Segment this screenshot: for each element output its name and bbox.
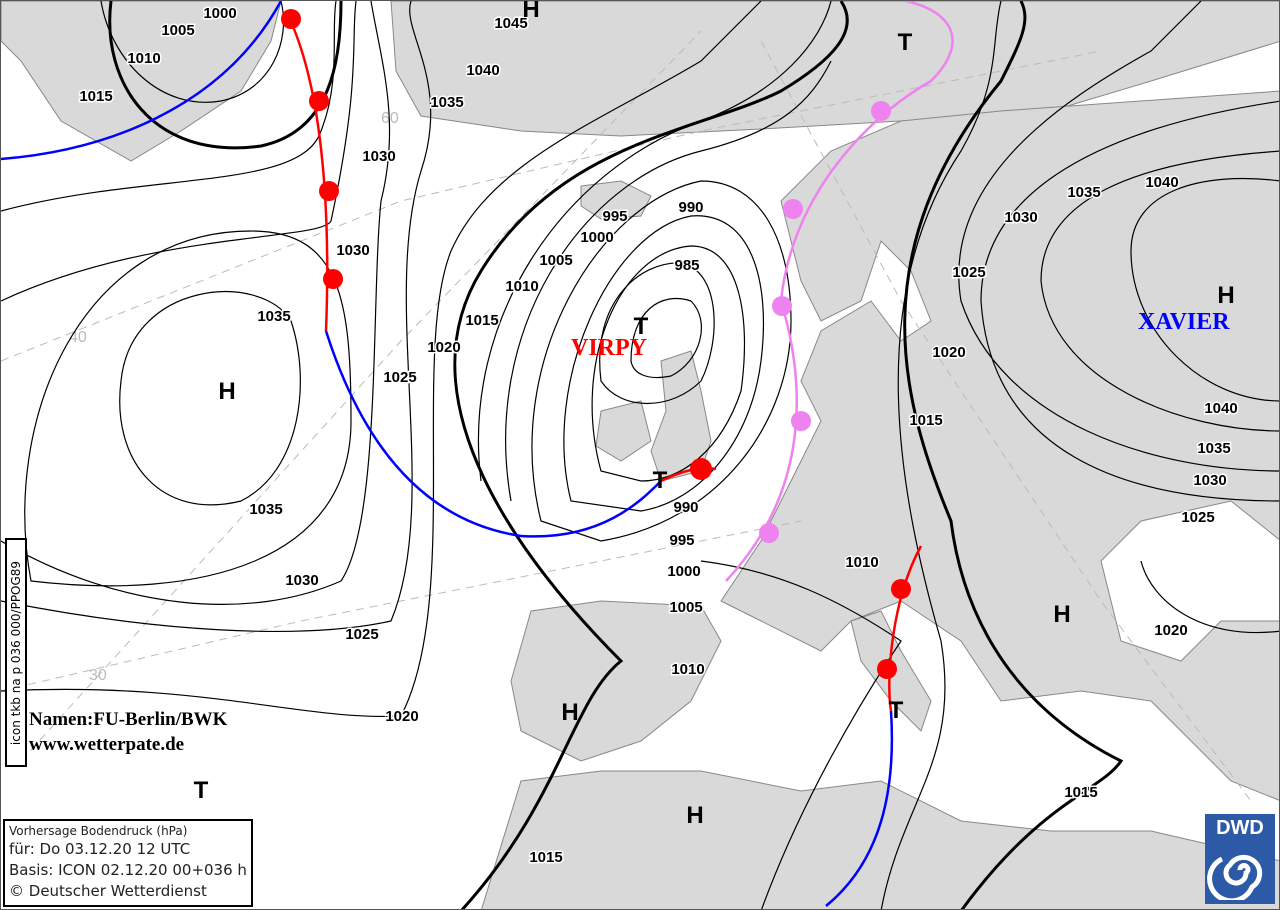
model-id-label: icon tkb na p 036 000/PPOG89 [5,538,27,767]
land-africa [481,770,1279,909]
cold-front-italy [825,710,894,907]
grid-label-40: 40 [69,329,87,346]
info-valid: für: Do 03.12.20 12 UTC [9,840,191,858]
isobar-label: 1020 [932,344,965,361]
isobar-label: 1015 [909,412,942,429]
isobar-label: 990 [678,199,703,216]
land-ireland [595,400,652,462]
isobar-label: 1035 [430,94,463,111]
dwd-logo: DWD [1205,814,1275,904]
isobar-label: 1040 [466,62,499,79]
land-canada [1,1,282,162]
isobar-label: 1000 [580,229,613,246]
high-pressure-center: H [218,378,235,405]
low-pressure-center: T [889,697,904,724]
isobar-label: 1035 [249,501,282,518]
land-europe [720,90,1279,801]
isobar-label: 1010 [505,278,538,295]
land-iberia [510,600,722,762]
isobar-label: 1015 [529,849,562,866]
isobar-label: 1015 [465,312,498,329]
isobar-label: 1030 [362,148,395,165]
occlusion-front [725,1,954,582]
credit-names: Namen:FU-Berlin/BWK [29,709,228,730]
isobar-label: 1005 [669,599,702,616]
isobar-label: 1015 [79,88,112,105]
info-title: Vorhersage Bodendruck (hPa) [9,824,188,838]
isobar-label: 1035 [1197,440,1230,457]
isobar-label: 1025 [952,264,985,281]
warm-front-italy [888,545,923,712]
isobar-label: 1030 [1193,472,1226,489]
isobar-label: 1010 [671,661,704,678]
low-pressure-center: T [634,313,649,340]
land-greenland [390,1,1279,137]
low-pressure-center: T [653,467,668,494]
credit: Namen:FU-Berlin/BWK www.wetterpate.de [29,707,227,757]
isobar-label: 1005 [539,252,572,269]
high-pressure-center: H [686,802,703,829]
isobar-label: 1035 [257,308,290,325]
isobar-label: 1025 [383,369,416,386]
isobar-label: 985 [674,257,699,274]
info-box: Vorhersage Bodendruck (hPa) für: Do 03.1… [3,819,253,907]
isobar-label: 995 [669,532,694,549]
high-pressure-center: H [1217,282,1234,309]
isobar-label: 1015 [1064,784,1097,801]
storm-name-virpy: VIRPY [571,335,647,361]
isobar-label: 1005 [161,22,194,39]
cold-front-north [1,1,283,161]
credit-url[interactable]: www.wetterpate.de [29,734,185,755]
low-pressure-center: T [898,29,913,56]
high-pressure-center: H [1053,601,1070,628]
isobar-label: 1000 [667,563,700,580]
cold-front-atlantic [324,330,662,538]
isobar-label: 1020 [385,708,418,725]
isobar-label: 1040 [1204,400,1237,417]
isobar-label: 1025 [1181,509,1214,526]
isobar-labels: 1000100510101015103010301035104010451035… [78,4,1239,868]
fronts [1,1,954,907]
storm-name-xavier: XAVIER [1138,309,1230,335]
high-pressure-center: H [522,1,539,23]
warm-front-atlantic [284,10,329,332]
isobar-label: 1030 [336,242,369,259]
isobar-label: 1020 [427,339,460,356]
info-copyright: © Deutscher Wetterdienst [9,882,207,900]
isobar-label: 1040 [1145,174,1178,191]
isobar-label: 1030 [285,572,318,589]
isobar-label: 1010 [845,554,878,571]
isobar-label: 1000 [203,5,236,22]
isobar-label: 1045 [494,15,527,32]
grid-label-30: 30 [89,667,107,684]
isobar-label: 995 [602,208,627,225]
isobar-label: 1025 [345,626,378,643]
low-pressure-center: T [194,777,209,804]
info-basis: Basis: ICON 02.12.20 00+036 h [9,861,247,879]
high-pressure-center: H [561,699,578,726]
pressure-centers: H H T T T H H H T T H [194,1,1235,829]
isobar-label: 990 [673,499,698,516]
isobar-label: 1020 [1154,622,1187,639]
spiral-icon [1207,854,1263,904]
land-iceland [580,180,652,220]
isobar-label: 1030 [1004,209,1037,226]
grid-label-60: 60 [381,110,399,127]
isobar-label: 1035 [1067,184,1100,201]
isobar-label: 1010 [127,50,160,67]
